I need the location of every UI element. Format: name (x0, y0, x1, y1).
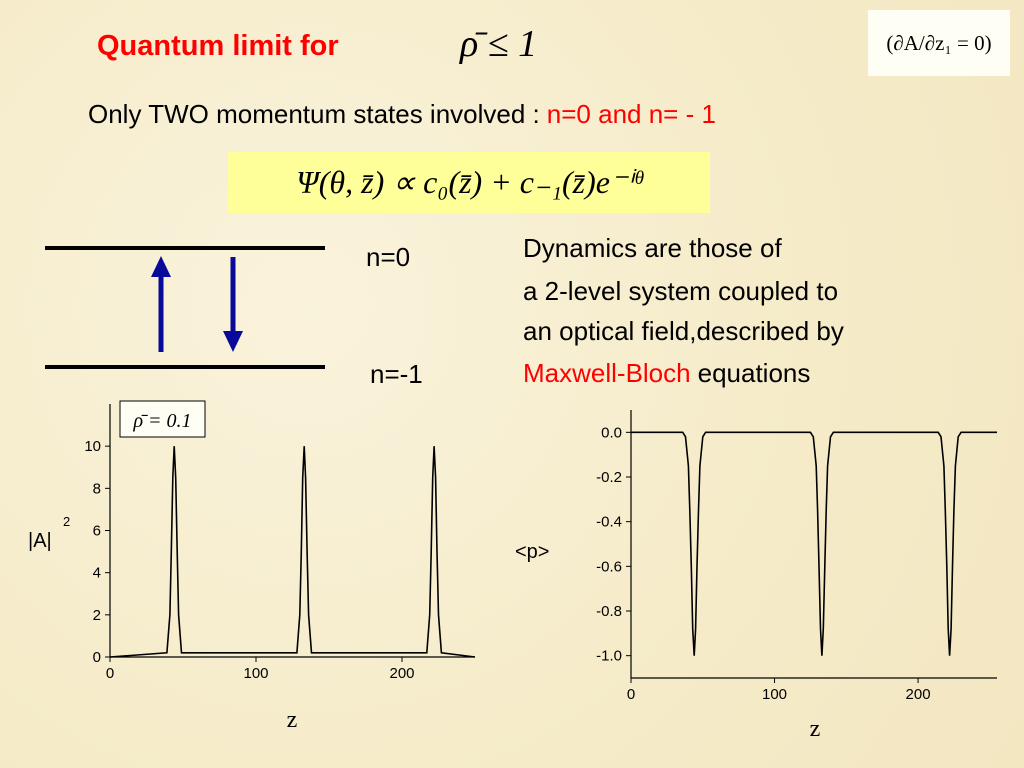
description-line: Maxwell-Bloch equations (523, 358, 810, 388)
y-tick-label: 4 (93, 565, 101, 582)
y-tick-label: 8 (93, 480, 101, 497)
slide-title: Quantum limit for (97, 30, 339, 62)
data-line (109, 446, 476, 658)
annotation: ρ̄ = 0.1 (132, 410, 191, 432)
x-axis-label: z (287, 707, 298, 733)
description-tail: equations (698, 358, 811, 388)
level-label: n=-1 (370, 359, 423, 389)
description-line: Dynamics are those of (523, 233, 782, 263)
y-axis-label: <p> (515, 541, 549, 563)
x-tick-label: 100 (243, 665, 268, 682)
formula-highlight (228, 152, 710, 213)
boundary-formula: (∂A/∂z₁ = 0) (886, 31, 991, 55)
description-line: a 2-level system coupled to (523, 276, 838, 306)
y-tick-label: -0.8 (596, 603, 622, 620)
wavefunction: Ψ(θ, z̄) ∝ c₀(z̄) + c₋₁(z̄)e⁻ⁱᶿ (296, 164, 644, 200)
y-tick-label: 10 (84, 438, 101, 455)
data-line (631, 431, 997, 656)
y-axis-label: |A| (28, 530, 52, 552)
y-tick-label: 0 (93, 649, 101, 666)
subtitle: Only TWO momentum states involved : n=0 a… (88, 99, 716, 129)
x-tick-label: 200 (906, 686, 931, 703)
x-tick-label: 100 (762, 686, 787, 703)
x-tick-label: 0 (627, 686, 635, 703)
x-axis-label: z (810, 716, 821, 742)
arrow-head (223, 331, 243, 352)
y-tick-label: -0.4 (596, 514, 622, 531)
y-tick-label: 2 (93, 607, 101, 624)
y-tick-label: -0.2 (596, 469, 622, 486)
y-axis-label-sup: 2 (63, 514, 70, 529)
arrow-head (151, 256, 171, 277)
level-label: n=0 (366, 242, 410, 272)
y-tick-label: -0.6 (596, 558, 622, 575)
formula-box (868, 10, 1010, 76)
title-formula: ρ̄ ≤ 1 (459, 23, 537, 65)
description-highlight: Maxwell-Bloch (523, 358, 691, 388)
y-tick-label: 0.0 (601, 424, 622, 441)
subtitle-highlight: n=0 and n= - 1 (547, 99, 716, 129)
x-tick-label: 0 (106, 665, 114, 682)
subtitle-text: Only TWO momentum states involved : (88, 99, 540, 129)
y-tick-label: -1.0 (596, 648, 622, 665)
annotation-box (119, 400, 206, 438)
y-tick-label: 6 (93, 523, 101, 540)
description-line: an optical field,described by (523, 316, 844, 346)
x-tick-label: 200 (389, 665, 414, 682)
